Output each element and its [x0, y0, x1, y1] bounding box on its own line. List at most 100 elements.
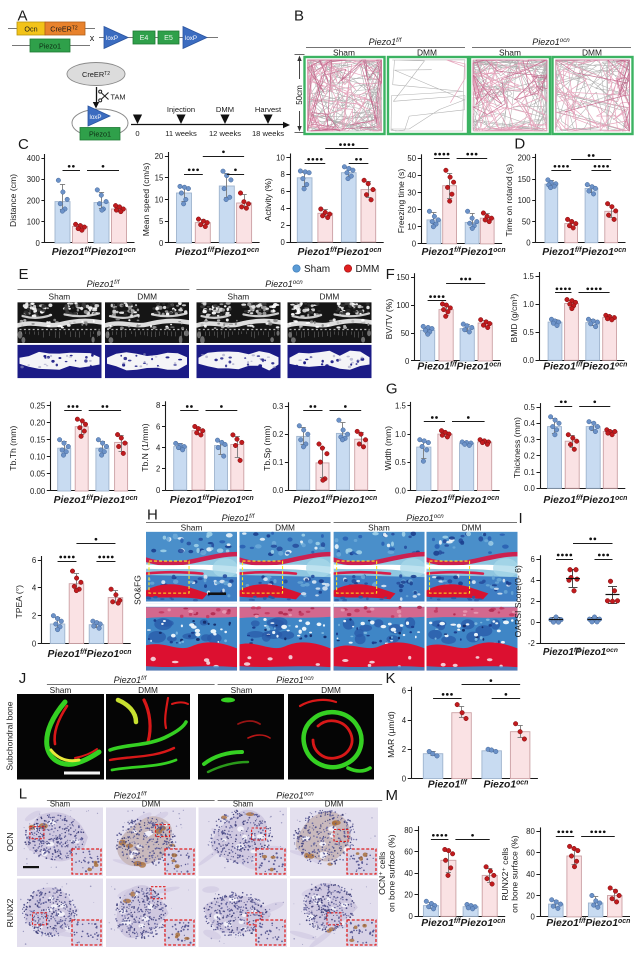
svg-text:G: G [386, 380, 398, 397]
svg-text:H: H [147, 507, 158, 524]
svg-text:0: 0 [156, 486, 161, 495]
svg-text:Piezo1f/fPiezo1ocn: Piezo1f/fPiezo1ocn [422, 247, 506, 258]
svg-text:0: 0 [280, 238, 285, 247]
svg-text:Piezo1f/fPiezo1ocn: Piezo1f/fPiezo1ocn [170, 495, 254, 506]
svg-text:Sham: Sham [49, 292, 71, 302]
svg-text:K: K [386, 670, 396, 687]
svg-text:Ocn: Ocn [24, 25, 37, 34]
svg-text:Piezo1ocn: Piezo1ocn [276, 791, 314, 801]
svg-text:Sham: Sham [304, 264, 330, 275]
svg-text:0: 0 [526, 239, 531, 248]
svg-text:J: J [19, 670, 27, 687]
svg-text:100: 100 [518, 196, 532, 205]
svg-text:x: x [90, 33, 95, 43]
svg-text:0: 0 [530, 618, 535, 627]
svg-text:50: 50 [401, 329, 410, 338]
svg-text:Piezo1: Piezo1 [89, 130, 111, 139]
svg-text:Time on rotarod (s): Time on rotarod (s) [504, 164, 514, 237]
svg-text:0.1: 0.1 [524, 468, 535, 477]
svg-text:Tb.N (1/mm): Tb.N (1/mm) [140, 423, 150, 471]
svg-text:10: 10 [407, 223, 416, 232]
svg-text:0.00: 0.00 [30, 487, 46, 496]
svg-text:20: 20 [155, 152, 164, 161]
svg-text:DMM: DMM [137, 292, 157, 302]
svg-text:18 weeks: 18 weeks [252, 129, 284, 138]
svg-text:I: I [519, 510, 523, 527]
svg-text:50: 50 [522, 217, 531, 226]
svg-text:loxP: loxP [89, 114, 101, 121]
svg-text:DMM: DMM [325, 800, 344, 809]
svg-text:12 weeks: 12 weeks [209, 129, 241, 138]
svg-text:0.5: 0.5 [395, 458, 407, 467]
svg-text:1.0: 1.0 [395, 430, 407, 439]
svg-text:BMD (g/cm³): BMD (g/cm³) [509, 294, 519, 343]
svg-text:0: 0 [412, 240, 417, 249]
svg-text:Piezo1f/fPiezo1ocn: Piezo1f/fPiezo1ocn [47, 649, 131, 660]
svg-text:Piezo1f/f: Piezo1f/f [114, 675, 148, 685]
svg-text:Sham: Sham [181, 523, 203, 533]
svg-text:Piezo1ocn: Piezo1ocn [276, 675, 314, 685]
svg-text:-2: -2 [528, 639, 535, 648]
svg-text:0.5: 0.5 [523, 328, 535, 337]
svg-text:Subchondral bone: Subchondral bone [5, 701, 15, 770]
svg-text:1.5: 1.5 [395, 402, 407, 411]
svg-text:150: 150 [396, 273, 410, 282]
svg-text:Piezo1f/f: Piezo1f/f [222, 513, 256, 523]
svg-text:0.15: 0.15 [30, 436, 46, 445]
svg-text:30: 30 [407, 188, 416, 197]
svg-text:DMM: DMM [138, 685, 158, 695]
svg-text:0.20: 0.20 [30, 418, 46, 427]
svg-text:DMM: DMM [356, 264, 380, 275]
svg-text:Piezo1f/fPiezo1ocn: Piezo1f/fPiezo1ocn [543, 495, 627, 506]
svg-text:E4: E4 [140, 33, 149, 42]
svg-text:Sham: Sham [231, 685, 253, 695]
svg-text:0: 0 [402, 774, 407, 783]
svg-text:0.05: 0.05 [30, 470, 46, 479]
svg-text:Piezo1ocn: Piezo1ocn [406, 513, 444, 523]
svg-text:Sham: Sham [50, 685, 72, 695]
svg-text:1.0: 1.0 [523, 300, 535, 309]
svg-text:E5: E5 [164, 33, 173, 42]
svg-text:2: 2 [530, 597, 534, 606]
svg-text:D: D [514, 136, 525, 153]
svg-text:Piezo1f/fPiezo1ocn: Piezo1f/fPiezo1ocn [54, 495, 138, 506]
svg-text:C: C [18, 136, 29, 153]
svg-text:Width (mm): Width (mm) [383, 426, 393, 471]
svg-text:Piezo1ocn: Piezo1ocn [265, 279, 303, 289]
svg-text:L: L [19, 786, 27, 803]
svg-text:0.0: 0.0 [523, 356, 535, 365]
svg-text:2: 2 [402, 745, 406, 754]
svg-text:Thickness (mm): Thickness (mm) [512, 417, 522, 478]
svg-text:E: E [19, 266, 29, 283]
svg-text:0.4: 0.4 [524, 419, 536, 428]
svg-text:Piezo1f/fPiezo1ocn: Piezo1f/fPiezo1ocn [543, 361, 627, 372]
svg-text:Piezo1f/f: Piezo1f/f [369, 37, 403, 47]
svg-text:0.3: 0.3 [524, 435, 535, 444]
svg-text:Injection: Injection [167, 105, 195, 114]
svg-text:Piezo1f/fPiezo1ocn: Piezo1f/fPiezo1ocn [52, 247, 136, 258]
svg-text:Freezing time (s): Freezing time (s) [396, 169, 406, 234]
svg-text:4: 4 [530, 576, 535, 585]
svg-text:6: 6 [530, 555, 534, 564]
svg-text:OCN: OCN [5, 833, 15, 852]
svg-text:6: 6 [32, 556, 36, 565]
svg-text:100: 100 [27, 218, 41, 227]
svg-text:SO&FG: SO&FG [133, 575, 143, 605]
svg-text:4: 4 [32, 584, 37, 593]
svg-text:50cm: 50cm [295, 85, 304, 105]
svg-text:10: 10 [276, 153, 285, 162]
svg-text:loxP: loxP [106, 35, 118, 42]
svg-text:DMM: DMM [321, 685, 341, 695]
svg-text:0: 0 [35, 239, 40, 248]
svg-text:4: 4 [156, 443, 161, 452]
svg-text:B: B [294, 8, 304, 25]
svg-text:DMM: DMM [216, 105, 234, 114]
svg-text:2: 2 [280, 221, 284, 230]
svg-text:Tb.Th (mm): Tb.Th (mm) [8, 426, 18, 471]
svg-text:Piezo1f/fPiezo1ocn: Piezo1f/fPiezo1ocn [293, 495, 377, 506]
svg-text:DMM: DMM [142, 800, 161, 809]
svg-text:TAM: TAM [111, 93, 126, 102]
svg-text:100: 100 [396, 301, 410, 310]
svg-text:20: 20 [407, 205, 416, 214]
svg-text:Piezo1ocn: Piezo1ocn [483, 780, 528, 791]
